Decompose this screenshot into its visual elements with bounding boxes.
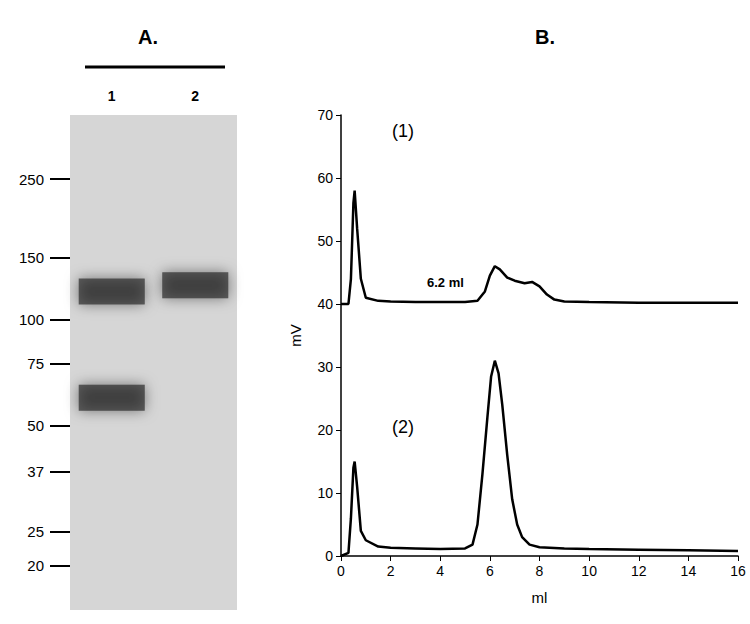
svg-text:6.2 ml: 6.2 ml — [427, 275, 464, 290]
svg-text:8: 8 — [536, 563, 544, 579]
svg-text:4: 4 — [436, 563, 444, 579]
svg-text:(1): (1) — [392, 121, 414, 141]
svg-text:0: 0 — [325, 548, 333, 564]
svg-text:250: 250 — [19, 171, 44, 188]
svg-text:6: 6 — [486, 563, 494, 579]
svg-text:(2): (2) — [392, 417, 414, 437]
svg-text:B.: B. — [535, 26, 555, 48]
svg-text:2: 2 — [191, 88, 199, 104]
svg-text:1: 1 — [108, 88, 116, 104]
svg-text:10: 10 — [317, 485, 333, 501]
svg-text:20: 20 — [317, 422, 333, 438]
svg-text:ml: ml — [532, 589, 548, 606]
svg-text:37: 37 — [27, 463, 44, 480]
svg-text:10: 10 — [581, 563, 597, 579]
svg-text:2: 2 — [387, 563, 395, 579]
svg-text:12: 12 — [631, 563, 647, 579]
svg-text:25: 25 — [27, 523, 44, 540]
svg-text:20: 20 — [27, 557, 44, 574]
svg-text:30: 30 — [317, 359, 333, 375]
svg-text:16: 16 — [730, 563, 746, 579]
svg-text:A.: A. — [138, 26, 158, 48]
svg-text:40: 40 — [317, 296, 333, 312]
svg-text:70: 70 — [317, 107, 333, 123]
svg-text:mV: mV — [287, 324, 304, 347]
svg-text:75: 75 — [27, 355, 44, 372]
svg-text:60: 60 — [317, 170, 333, 186]
svg-text:50: 50 — [27, 417, 44, 434]
svg-text:100: 100 — [19, 311, 44, 328]
svg-text:14: 14 — [681, 563, 697, 579]
svg-text:0: 0 — [337, 563, 345, 579]
svg-text:50: 50 — [317, 233, 333, 249]
svg-text:150: 150 — [19, 249, 44, 266]
